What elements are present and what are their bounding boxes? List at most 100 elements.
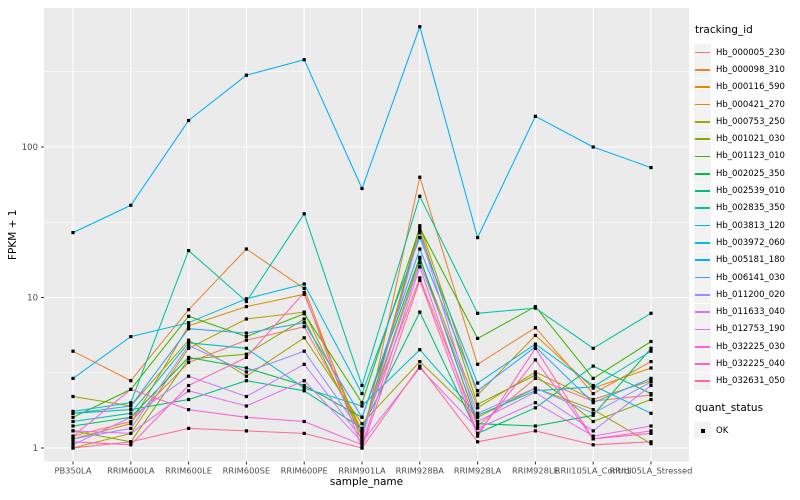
legend-key [694,422,711,440]
data-point [71,437,75,441]
data-point [418,366,422,370]
y-tick-label: 100 [22,143,38,153]
x-tick-label: RRIM600LA [107,466,155,476]
data-point [418,364,422,368]
data-point [187,327,191,331]
legend-key [694,165,711,183]
legend-line-icon [695,276,710,279]
data-point [418,175,422,179]
data-point [476,236,480,240]
data-point [418,261,422,265]
legend-item-label: Hb_000005_230 [716,47,785,58]
legend-line-icon [695,293,710,296]
data-point [244,429,248,433]
legend-item-label: Hb_032225_030 [716,341,785,352]
data-point [302,383,306,388]
legend-item: Hb_003813_120 [694,217,798,235]
data-point [533,358,537,362]
data-point [244,331,248,335]
data-point [244,352,248,356]
legend-key [694,372,711,390]
legend-key [694,44,711,62]
legend-key [694,147,711,165]
legend2-title: quant_status [695,401,764,414]
data-point [244,404,248,408]
legend-line-icon [695,207,710,210]
data-point [71,349,75,353]
data-point [302,419,306,424]
data-point [129,411,133,415]
legend-line-icon [695,120,710,123]
legend-key [694,78,711,96]
data-point [591,376,595,380]
data-point [533,406,537,410]
data-point [418,231,422,235]
data-point [244,338,248,342]
legend-key [694,61,711,79]
data-point [360,446,364,450]
data-point [591,413,595,417]
data-point [187,408,191,412]
data-point [533,376,537,380]
data-point [649,376,653,380]
legend-line-icon [695,103,710,106]
legend-key [694,217,711,235]
legend-item-label: Hb_000116_590 [716,82,785,93]
data-point [418,348,422,352]
data-point [591,392,595,396]
legend-line-icon [695,138,710,140]
legend-item: Hb_001123_010 [694,147,798,165]
data-point [129,431,133,435]
x-tick-label: RRII105LA_Stressed [610,466,693,476]
data-point [129,440,133,444]
legend-line-icon [695,328,710,331]
data-point [360,437,364,441]
data-point [476,402,480,406]
data-point [476,431,480,435]
data-point [649,411,653,415]
y-tick-label: 10 [27,293,38,303]
data-point [71,411,75,415]
data-point [533,114,537,118]
data-point [244,247,248,251]
data-point [129,443,133,447]
data-point [591,408,595,412]
data-point [302,282,306,286]
data-point [649,442,653,446]
data-point [129,408,133,412]
legend-item: Hb_002835_350 [694,199,798,217]
data-point [360,434,364,438]
data-point [129,404,133,408]
data-point [533,390,537,394]
data-point [360,401,364,405]
legend-line-icon [695,51,710,54]
legend-item-label: Hb_002539_010 [716,186,785,197]
data-point [418,310,422,314]
data-point [418,226,422,230]
data-point [360,383,364,388]
x-tick-label: RRIM600SE [223,466,270,476]
data-point [71,443,75,447]
x-tick-label: RRIM600PE [281,466,328,476]
data-point [302,336,306,340]
data-point [302,321,306,325]
data-point [71,446,75,450]
legend-line-icon [695,155,710,158]
y-tick-label: 1 [33,444,38,454]
data-point [129,335,133,339]
data-point [360,404,364,408]
legend-item: Hb_000116_590 [694,78,798,96]
data-point [302,317,306,321]
data-point [302,379,306,383]
data-point [649,429,653,433]
legend-title: tracking_id [695,24,753,36]
legend-key [694,320,711,338]
legend-key [694,269,711,286]
data-point [187,360,191,365]
data-point [418,278,422,282]
data-point [360,431,364,435]
legend-item: Hb_000421_270 [694,96,798,114]
data-point [129,426,133,430]
data-point [360,440,364,444]
